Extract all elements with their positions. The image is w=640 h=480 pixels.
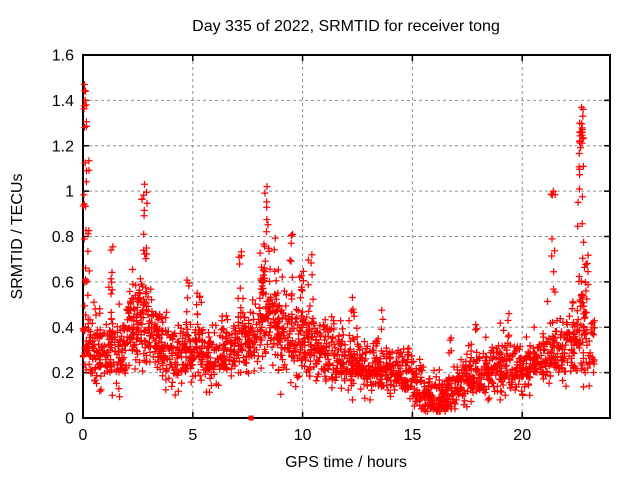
- y-tick-label: 0: [65, 411, 74, 428]
- tick-labels: 0 5 10 15 20 0 0.2 0.4 0.6 0.8 1 1.2 1.4 1.6: [52, 48, 531, 445]
- y-tick-label: 1: [65, 184, 74, 201]
- x-axis-label: GPS time / hours: [285, 454, 407, 471]
- y-tick-label: 0.6: [52, 274, 74, 291]
- y-tick-label: 1.4: [52, 93, 74, 110]
- y-tick-label: 1.2: [52, 138, 74, 155]
- y-tick-label: 0.2: [52, 365, 74, 382]
- y-axis-label: SRMTID / TECUs: [9, 174, 26, 300]
- plot-title: Day 335 of 2022, SRMTID for receiver ton…: [192, 18, 500, 35]
- x-tick-label: 10: [294, 427, 312, 444]
- filled-square-marker: [248, 415, 254, 421]
- y-tick-label: 1.6: [52, 48, 74, 65]
- x-tick-label: 0: [79, 427, 88, 444]
- x-tick-label: 5: [188, 427, 197, 444]
- grid-lines: [83, 55, 610, 418]
- y-tick-label: 0.8: [52, 229, 74, 246]
- y-tick-label: 0.4: [52, 320, 74, 337]
- x-tick-label: 20: [513, 427, 531, 444]
- data-points: [79, 81, 599, 415]
- x-tick-label: 15: [404, 427, 422, 444]
